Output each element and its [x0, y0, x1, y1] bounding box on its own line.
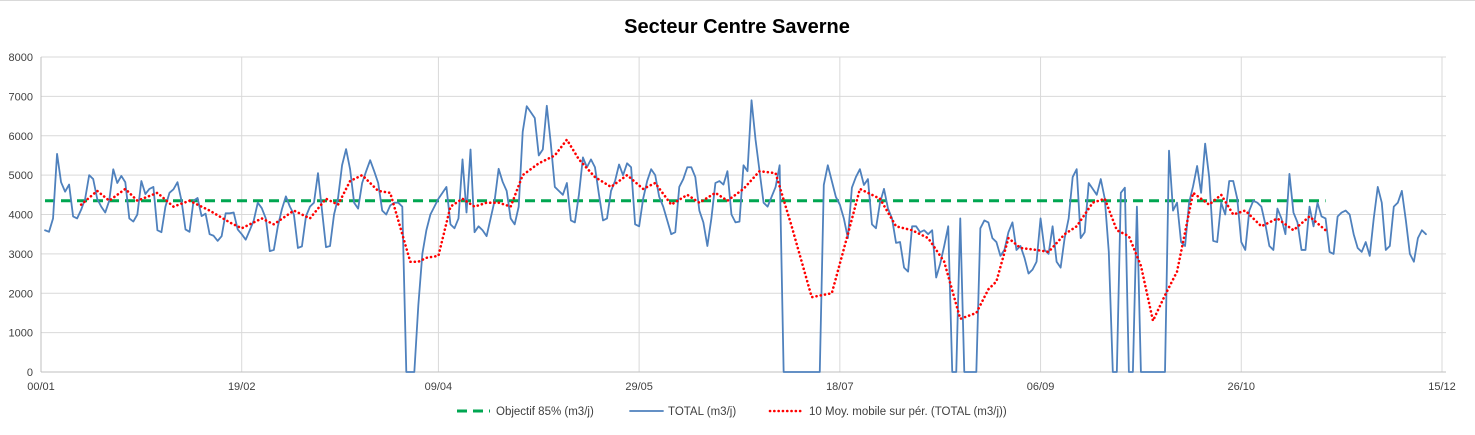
legend-item: Objectif 85% (m3/j): [457, 406, 594, 418]
y-tick-label: 0: [27, 367, 33, 379]
legend-item: 10 Moy. mobile sur pér. (TOTAL (m3/j)): [768, 406, 1007, 418]
total-line: [44, 99, 1427, 373]
y-tick-label: 7000: [9, 91, 33, 103]
y-tick-label: 5000: [9, 170, 33, 182]
chart-title: Secteur Centre Saverne: [624, 16, 850, 38]
x-tick-label: 00/01: [27, 381, 55, 393]
x-tick-label: 29/05: [625, 381, 653, 393]
legend-label: Objectif 85% (m3/j): [496, 406, 594, 418]
axes: 0 1000 2000 3000 4000 5000 6000 7000 8000 00/01 19…: [9, 52, 1456, 393]
y-tick-label: 2000: [9, 288, 33, 300]
x-tick-label: 18/07: [826, 381, 854, 393]
legend-item: TOTAL (m3/j): [629, 406, 736, 418]
x-tick-label: 15/12: [1428, 381, 1456, 393]
y-tick-label: 8000: [9, 52, 33, 64]
legend: Objectif 85% (m3/j) TOTAL (m3/j) 10 Moy. m…: [457, 406, 1007, 418]
y-tick-label: 3000: [9, 249, 33, 261]
y-tick-label: 1000: [9, 328, 33, 340]
x-tick-label: 19/02: [228, 381, 256, 393]
legend-label: TOTAL (m3/j): [668, 406, 736, 418]
moving-average-line: [79, 138, 1327, 323]
y-tick-label: 4000: [9, 210, 33, 222]
x-tick-label: 26/10: [1228, 381, 1256, 393]
series-layer: [44, 99, 1427, 373]
x-tick-label: 06/09: [1027, 381, 1055, 393]
legend-label: 10 Moy. mobile sur pér. (TOTAL (m3/j)): [809, 406, 1007, 418]
x-tick-label: 09/04: [425, 381, 453, 393]
y-tick-label: 6000: [9, 131, 33, 143]
